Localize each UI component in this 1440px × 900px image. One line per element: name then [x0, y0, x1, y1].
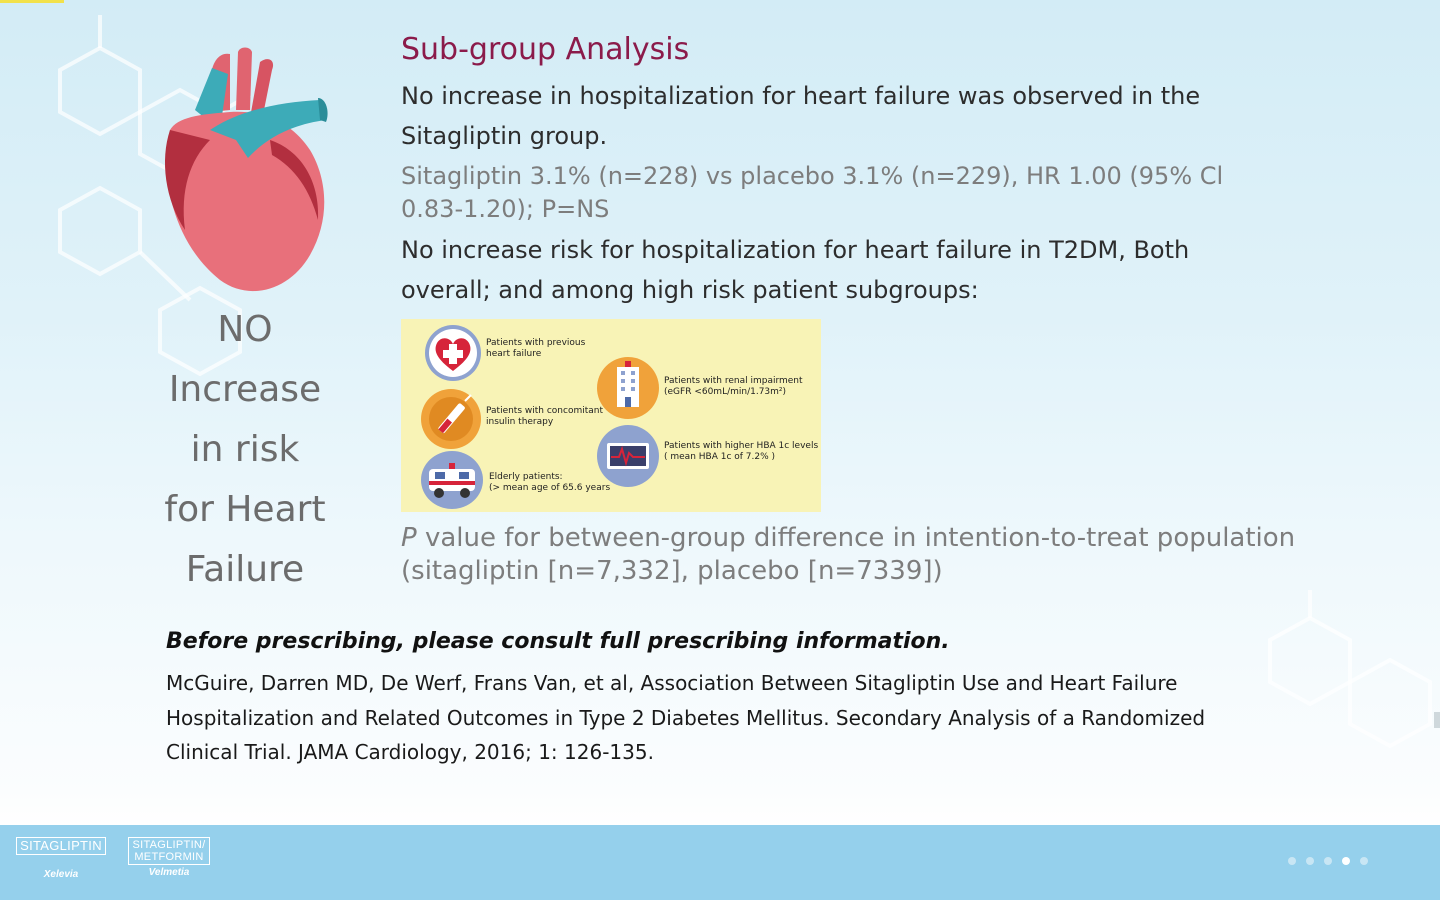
ambulance-icon: [421, 451, 483, 509]
statistics-text: Sitagliptin 3.1% (n=228) vs placebo 3.1%…: [401, 162, 1224, 223]
side-title-line: NO: [217, 309, 273, 350]
syringe-icon: [421, 389, 481, 449]
heart-cross-icon: [425, 325, 481, 381]
subgroup-label-insulin: Patients with concomitant insulin therap…: [486, 406, 603, 427]
side-tab-handle[interactable]: [1434, 712, 1440, 728]
p-italic: P: [401, 523, 417, 553]
brand-name: Velmetia: [148, 867, 190, 878]
page-dot[interactable]: [1360, 857, 1368, 865]
footnote-text: value for between-group difference in in…: [401, 523, 1296, 586]
side-title-line: in risk: [190, 429, 300, 470]
heart-illustration: [165, 47, 328, 292]
page-dot[interactable]: [1288, 857, 1296, 865]
citation-text: McGuire, Darren MD, De Werf, Frans Van, …: [166, 671, 1206, 764]
brand-logo-text: SITAGLIPTIN/ METFORMIN: [128, 837, 210, 865]
page-dot[interactable]: [1306, 857, 1314, 865]
p-value-footnote: P value for between-group difference in …: [401, 522, 1301, 588]
hospital-building-icon: [597, 357, 659, 419]
progress-indicator: [0, 0, 64, 3]
prescribing-warning: Before prescribing, please consult full …: [166, 629, 950, 654]
subgroup-label-elderly: Elderly patients: (> mean age of 65.6 ye…: [489, 472, 611, 493]
brand-logo-xelevia[interactable]: SITAGLIPTIN Xelevia: [16, 837, 106, 880]
page-dots: [1288, 857, 1368, 865]
monitor-icon: [597, 425, 659, 487]
subgroup-label-previous-hf: Patients with previous heart failure: [486, 338, 586, 359]
side-title-line: for Heart: [164, 489, 326, 530]
main-content: Sub-group Analysis No increase in hospit…: [401, 30, 1281, 310]
page-dot[interactable]: [1324, 857, 1332, 865]
side-title: NO Increase in risk for Heart Failure: [150, 300, 340, 600]
brand-name: Xelevia: [43, 869, 79, 880]
page-title: Sub-group Analysis: [401, 32, 690, 67]
subgroup-label-hba1c: Patients with higher HBA 1c levels ( mea…: [664, 441, 819, 462]
subgroup-infographic: Patients with previous heart failure Pat…: [401, 319, 821, 512]
page-dot[interactable]: [1342, 857, 1350, 865]
reference-section: Before prescribing, please consult full …: [166, 624, 1246, 770]
subgroup-intro-text: No increase risk for hospitalization for…: [401, 236, 1190, 304]
side-title-line: Failure: [185, 549, 305, 590]
footer-bar: SITAGLIPTIN Xelevia SITAGLIPTIN/ METFORM…: [0, 825, 1440, 900]
brand-logo-velmetia[interactable]: SITAGLIPTIN/ METFORMIN Velmetia: [128, 837, 210, 878]
side-title-line: Increase: [168, 369, 322, 410]
subgroup-label-renal: Patients with renal impairment (eGFR <60…: [664, 376, 803, 397]
finding-text: No increase in hospitalization for heart…: [401, 82, 1201, 150]
brand-logo-text: SITAGLIPTIN: [16, 837, 106, 855]
